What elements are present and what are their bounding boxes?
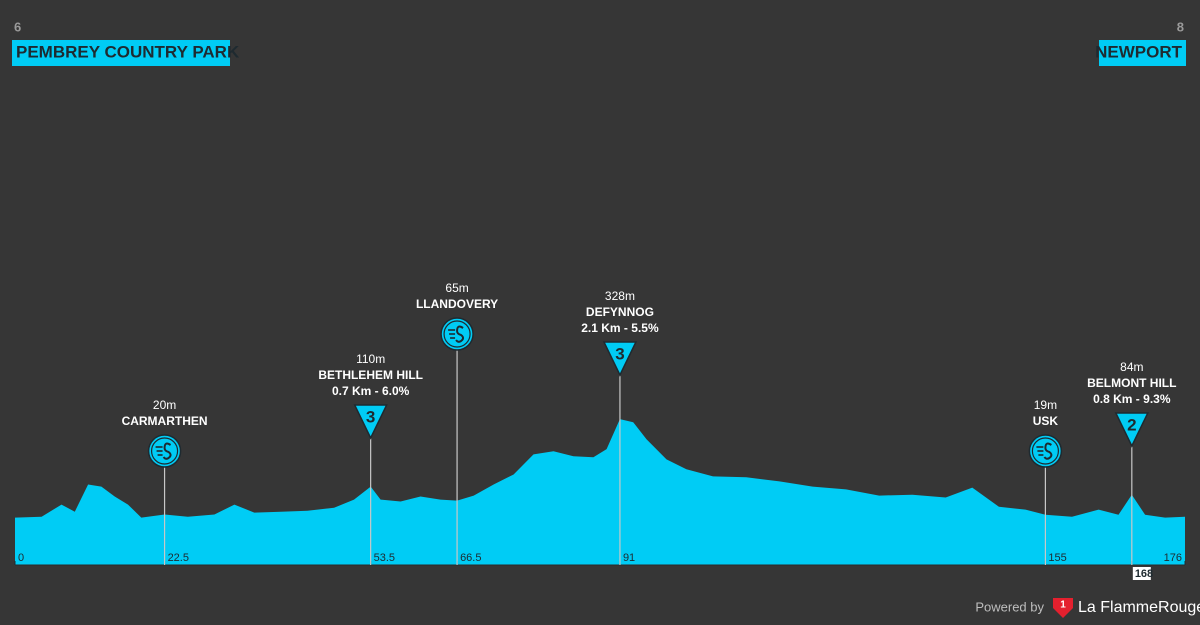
powered-by: Powered by <box>975 599 1044 614</box>
x-tick-label: 22.5 <box>168 552 189 564</box>
brand-name: La FlammeRouge <box>1078 599 1200 616</box>
brand-badge <box>1053 598 1073 618</box>
start-marker: 6 <box>14 19 21 34</box>
sprint-icon-s <box>455 325 465 343</box>
sprint-icon-ring <box>150 437 179 465</box>
finish-marker: 8 <box>1177 19 1184 34</box>
sprint-icon <box>147 434 182 468</box>
waypoint-name: USK <box>1033 414 1059 428</box>
x-tick-label: 0 <box>18 552 24 564</box>
brand-badge-text: 1 <box>1060 600 1066 611</box>
start-label: PEMBREY COUNTRY PARK <box>16 42 240 61</box>
x-tick-label: 53.5 <box>374 552 395 564</box>
waypoint-elevation: 20m <box>153 398 176 412</box>
waypoint-elevation: 328m <box>605 289 635 303</box>
waypoint-name: LLANDOVERY <box>416 297 498 311</box>
sprint-icon <box>1028 434 1063 468</box>
waypoint-name: CARMARTHEN <box>122 414 208 428</box>
climb-icon <box>353 404 388 440</box>
climb-category: 3 <box>615 344 624 363</box>
waypoint-elevation: 65m <box>445 281 468 295</box>
climb-icon <box>602 341 638 377</box>
x-tick-label: 155 <box>1048 552 1066 564</box>
x-tick-label: 176 <box>1164 552 1182 564</box>
sprint-icon-s <box>162 442 172 460</box>
waypoint-name: BETHLEHEM HILL <box>318 368 423 382</box>
finish-box <box>1099 40 1186 66</box>
waypoint-detail: 2.1 Km - 5.5% <box>581 321 659 335</box>
waypoint-name: BELMONT HILL <box>1087 376 1176 390</box>
x-tick-label: 66.5 <box>460 552 481 564</box>
x-tick-label: 91 <box>623 552 635 564</box>
sprint-icon-ring <box>1031 437 1059 465</box>
sprint-icon-s <box>1043 442 1053 460</box>
x-tick-label: 168 <box>1135 568 1153 580</box>
waypoint-detail: 0.8 Km - 9.3% <box>1093 392 1171 406</box>
waypoint-elevation: 110m <box>356 352 385 366</box>
finish-label: NEWPORT <box>1095 42 1183 61</box>
sprint-icon-ring <box>443 320 471 348</box>
profile-area <box>15 419 1185 565</box>
climb-category: 2 <box>1127 415 1136 434</box>
start-box <box>12 40 230 66</box>
waypoint-elevation: 84m <box>1120 360 1143 374</box>
climb-category: 3 <box>366 407 375 426</box>
waypoint-elevation: 19m <box>1034 398 1057 412</box>
sprint-icon <box>440 317 474 351</box>
waypoint-name: DEFYNNOG <box>586 305 654 319</box>
waypoint-detail: 0.7 Km - 6.0% <box>332 384 410 398</box>
x-tick-bg <box>1132 567 1151 580</box>
climb-icon <box>1114 412 1150 448</box>
